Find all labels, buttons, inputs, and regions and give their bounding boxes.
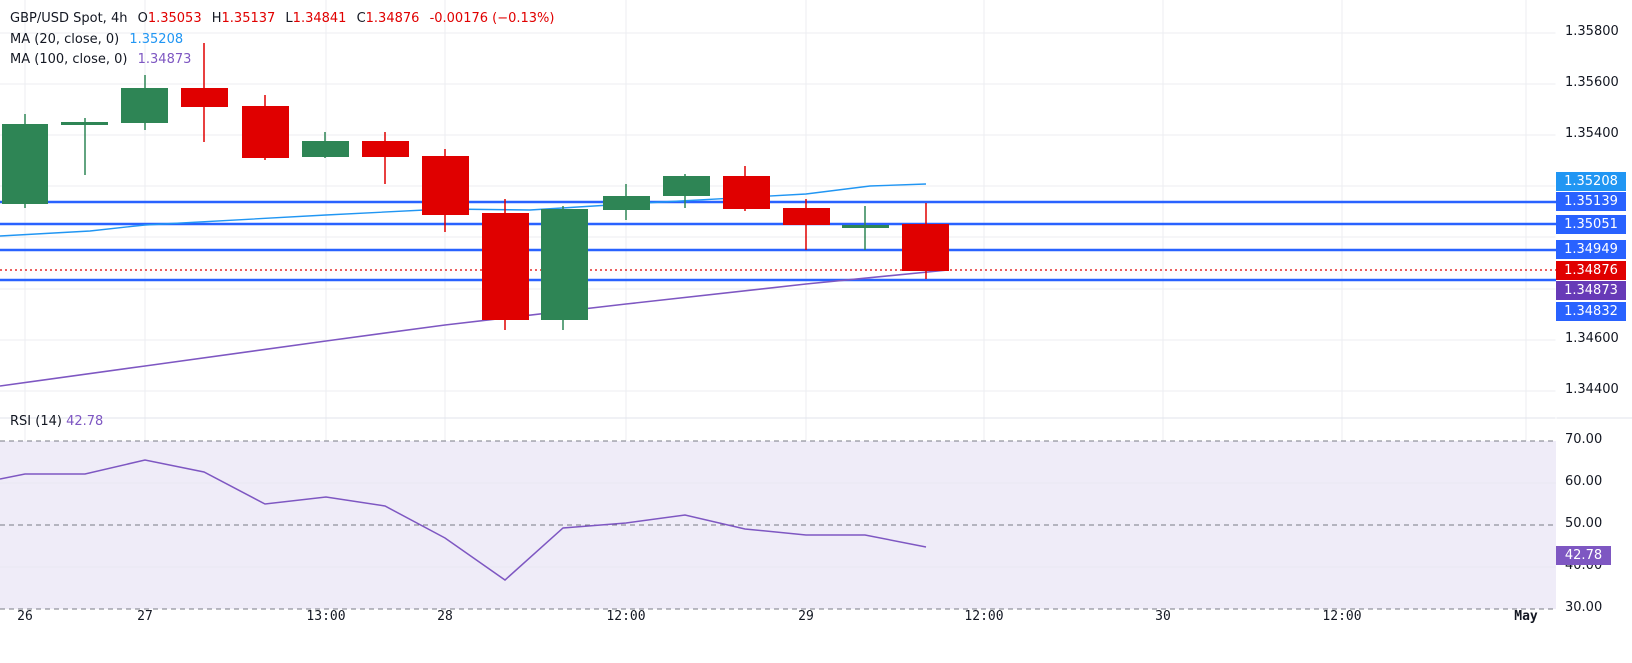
ma100-price-tag: 1.34873 (1556, 281, 1626, 300)
ohlc-legend: GBP/USD Spot, 4h O1.35053 H1.35137 L1.34… (10, 11, 560, 26)
candles (2, 43, 949, 330)
ma100-legend[interactable]: MA (100, close, 0) 1.34873 (10, 52, 192, 67)
time-tick: 29 (798, 609, 814, 624)
ma20-legend[interactable]: MA (20, close, 0) 1.35208 (10, 32, 184, 47)
open-value: O1.35053 (137, 11, 202, 26)
rsi-level-lines (0, 440, 1556, 610)
rsi-tick: 50.00 (1565, 516, 1603, 531)
rsi-line (0, 459, 927, 581)
time-tick: 12:00 (1322, 609, 1362, 624)
level-price-tag: 1.35051 (1556, 215, 1626, 234)
time-tick: 13:00 (306, 609, 346, 624)
time-tick: 12:00 (606, 609, 646, 624)
rsi-value: 42.78 (66, 414, 104, 429)
level-price-tag: 1.35139 (1556, 192, 1626, 211)
last-price-tag: 1.34876 (1556, 261, 1626, 280)
support-resistance-levels (0, 200, 1556, 282)
price-tick: 1.35800 (1565, 24, 1619, 39)
close-value: C1.34876 (356, 11, 420, 26)
ma20-line (0, 183, 927, 237)
ma20-price-tag: 1.35208 (1556, 172, 1626, 191)
low-value: L1.34841 (285, 11, 347, 26)
price-tick: 1.34600 (1565, 331, 1619, 346)
time-tick: 28 (437, 609, 453, 624)
ma100-line (0, 269, 949, 387)
high-value: H1.35137 (211, 11, 276, 26)
rsi-tick: 60.00 (1565, 474, 1603, 489)
symbol-title[interactable]: GBP/USD Spot, 4h (10, 11, 128, 26)
level-price-tag: 1.34949 (1556, 240, 1626, 259)
ma100-value: 1.34873 (137, 52, 192, 67)
rsi-legend[interactable]: RSI (14) 42.78 (10, 414, 104, 429)
time-tick: 27 (137, 609, 153, 624)
price-tick: 1.35600 (1565, 75, 1619, 90)
ma20-value: 1.35208 (129, 32, 184, 47)
time-tick: May (1514, 609, 1538, 624)
rsi-tick: 70.00 (1565, 432, 1603, 447)
price-tick: 1.35400 (1565, 126, 1619, 141)
time-tick: 12:00 (964, 609, 1004, 624)
change-value: -0.00176 (−0.13%) (429, 11, 555, 26)
rsi-value-tag: 42.78 (1556, 546, 1611, 565)
time-tick: 30 (1155, 609, 1171, 624)
grid-horizontal (0, 32, 1556, 392)
time-tick: 26 (17, 609, 33, 624)
level-price-tag: 1.34832 (1556, 302, 1626, 321)
rsi-tick: 30.00 (1565, 600, 1603, 615)
price-tick: 1.34400 (1565, 382, 1619, 397)
